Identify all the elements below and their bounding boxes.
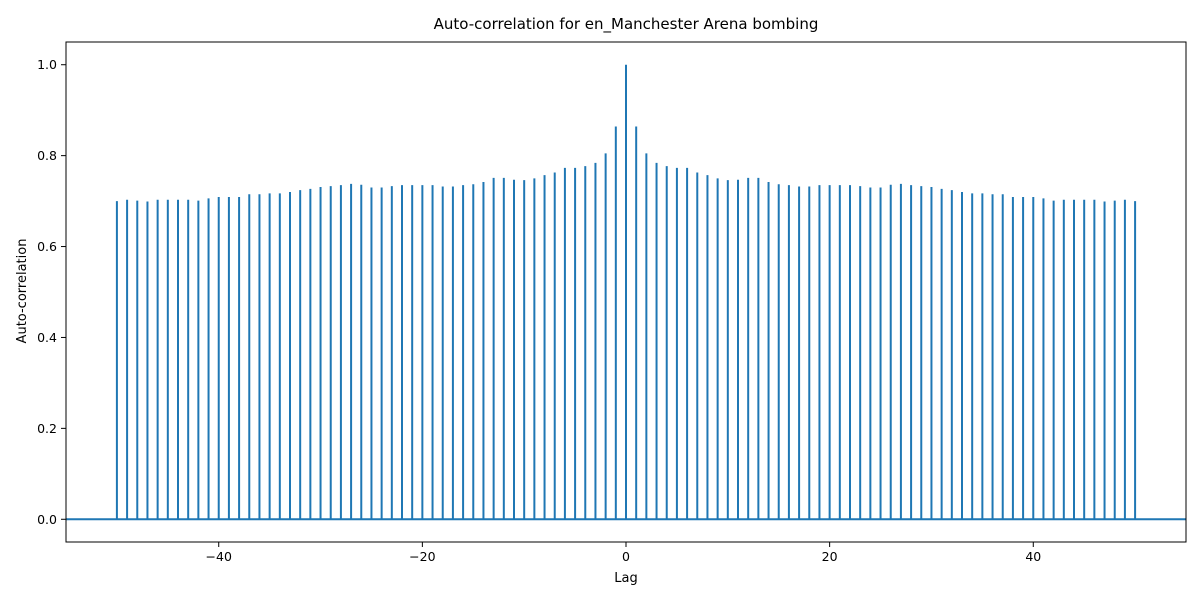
y-tick-label: 1.0 [37,57,57,72]
y-tick-label: 0.4 [37,330,57,345]
y-axis-ticks: 0.0 0.2 0.4 0.6 0.8 1.0 [37,57,66,527]
x-tick-label: 20 [822,549,838,564]
x-axis-ticks: −40 −20 0 20 40 [206,542,1041,564]
y-tick-label: 0.0 [37,512,57,527]
x-tick-label: 40 [1025,549,1041,564]
stem-group [115,64,1137,520]
x-tick-label: −20 [409,549,435,564]
y-tick-label: 0.2 [37,421,57,436]
x-tick-label: −40 [206,549,232,564]
x-axis-label: Lag [614,571,637,586]
y-axis-label: Auto-correlation [15,239,30,344]
y-tick-label: 0.8 [37,148,57,163]
chart-title: Auto-correlation for en_Manchester Arena… [434,15,819,34]
y-tick-label: 0.6 [37,239,57,254]
x-tick-label: 0 [622,549,630,564]
